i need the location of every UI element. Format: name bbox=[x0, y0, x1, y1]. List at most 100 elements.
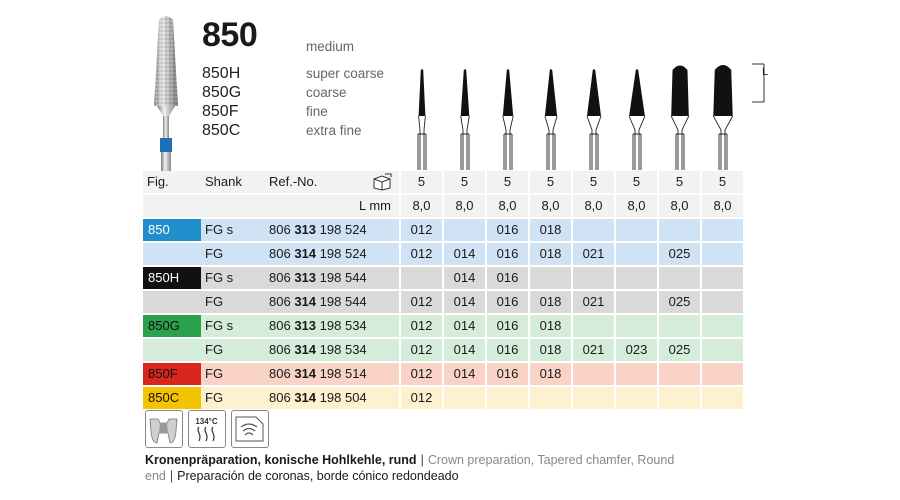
ref-no-cell: 806 314 198 544 bbox=[259, 291, 399, 313]
size-cell bbox=[614, 219, 657, 241]
shank-cell: FG bbox=[205, 342, 224, 357]
shank-cell: FG bbox=[205, 246, 224, 261]
size-cell: 014 bbox=[442, 243, 485, 265]
bur-profile bbox=[670, 65, 690, 170]
description-separator: | bbox=[420, 453, 424, 467]
table-row: 850F FG 806 314 198 514 012 014 016 018 bbox=[143, 363, 743, 385]
washer-disinfector-icon bbox=[231, 410, 269, 448]
bur-profile bbox=[712, 65, 734, 170]
table-row: 850C FG 806 314 198 504 012 bbox=[143, 387, 743, 409]
size-cell bbox=[614, 267, 657, 289]
size-cell: 018 bbox=[528, 315, 571, 337]
size-cell: 012 bbox=[399, 315, 442, 337]
length-cell: 8,0 bbox=[571, 195, 614, 217]
description: Kronenpräparation, konische Hohlkehle, r… bbox=[145, 452, 765, 484]
size-cell bbox=[528, 267, 571, 289]
ref-suffix: 198 544 bbox=[319, 294, 367, 309]
ref-prefix: 806 bbox=[269, 366, 291, 381]
bur-profile bbox=[417, 69, 427, 170]
size-cell: 021 bbox=[571, 291, 614, 313]
size-cell bbox=[571, 387, 614, 409]
description-separator: | bbox=[169, 469, 174, 483]
size-cell: 021 bbox=[571, 243, 614, 265]
shank-cell: FG bbox=[205, 390, 224, 405]
size-cell: 014 bbox=[442, 339, 485, 361]
variant-list: 850H 850G 850F 850C bbox=[202, 64, 241, 140]
variant-label: 850F bbox=[202, 103, 239, 120]
size-cell bbox=[399, 267, 442, 289]
grit-label: extra fine bbox=[306, 123, 362, 138]
ref-no-cell: 806 313 198 534 bbox=[259, 315, 399, 337]
pack-quantity-cell: 5 bbox=[528, 171, 571, 193]
ref-shank-code: 314 bbox=[294, 390, 317, 405]
ref-prefix: 806 bbox=[269, 222, 291, 237]
length-cell: 8,0 bbox=[657, 195, 700, 217]
size-cell bbox=[571, 363, 614, 385]
size-cell bbox=[700, 291, 743, 313]
table-row: FG 806 314 198 534 012 014 016 018 021 023 025 bbox=[143, 339, 743, 361]
size-cell: 012 bbox=[399, 243, 442, 265]
size-cell: 018 bbox=[528, 243, 571, 265]
size-cell bbox=[700, 267, 743, 289]
table-length-row: L mm 8,0 8,0 8,0 8,0 8,0 8,0 8,0 8,0 bbox=[143, 195, 743, 217]
shank-cell: FG s bbox=[205, 318, 234, 333]
variant-label: 850G bbox=[202, 84, 242, 101]
fig-badge: 850C bbox=[143, 387, 201, 409]
size-cell bbox=[614, 291, 657, 313]
size-cell: 018 bbox=[528, 219, 571, 241]
ref-no-cell: 806 314 198 514 bbox=[259, 363, 399, 385]
size-cell bbox=[700, 363, 743, 385]
size-cell bbox=[700, 339, 743, 361]
ref-suffix: 198 534 bbox=[319, 342, 367, 357]
grit-label: fine bbox=[306, 104, 328, 119]
table-row: 850H FG s 806 313 198 544 014 016 bbox=[143, 267, 743, 289]
size-cell bbox=[442, 219, 485, 241]
ref-shank-code: 313 bbox=[294, 318, 317, 333]
grit-list: medium super coarse coarse fine extra fi… bbox=[306, 37, 384, 140]
size-cell bbox=[528, 387, 571, 409]
size-cell bbox=[657, 387, 700, 409]
size-cell bbox=[700, 243, 743, 265]
table-row: FG 806 314 198 524 012 014 016 018 021 025 bbox=[143, 243, 743, 265]
ref-suffix: 198 524 bbox=[319, 222, 367, 237]
shank-cell: FG bbox=[205, 366, 224, 381]
fig-badge: 850H bbox=[143, 267, 201, 289]
size-cell: 016 bbox=[485, 363, 528, 385]
description-de: Kronenpräparation, konische Hohlkehle, r… bbox=[145, 453, 417, 467]
length-cell: 8,0 bbox=[700, 195, 743, 217]
size-cell: 016 bbox=[485, 267, 528, 289]
ref-prefix: 806 bbox=[269, 294, 291, 309]
ref-prefix: 806 bbox=[269, 246, 291, 261]
header-ref-no: Ref.-No. bbox=[269, 174, 318, 189]
size-cell bbox=[442, 387, 485, 409]
bur-profile bbox=[544, 69, 558, 170]
bur-profile bbox=[628, 69, 646, 170]
grit-label-main: medium bbox=[306, 39, 355, 54]
ref-suffix: 198 534 bbox=[319, 318, 367, 333]
size-cell: 018 bbox=[528, 291, 571, 313]
length-cell: 8,0 bbox=[399, 195, 442, 217]
size-cell: 016 bbox=[485, 315, 528, 337]
ref-no-cell: 806 313 198 524 bbox=[259, 219, 399, 241]
size-cell bbox=[657, 267, 700, 289]
pack-quantity-cell: 5 bbox=[485, 171, 528, 193]
size-cell bbox=[657, 315, 700, 337]
length-marker-label: L bbox=[762, 66, 768, 78]
fig-badge: 850 bbox=[143, 219, 201, 241]
ref-shank-code: 314 bbox=[294, 366, 317, 381]
ref-shank-code: 314 bbox=[294, 294, 317, 309]
size-cell bbox=[657, 363, 700, 385]
size-cell bbox=[571, 267, 614, 289]
ref-suffix: 198 514 bbox=[319, 366, 367, 381]
ref-no-cell: 806 314 198 534 bbox=[259, 339, 399, 361]
size-cell: 016 bbox=[485, 291, 528, 313]
grit-label: coarse bbox=[306, 85, 347, 100]
header-length-mm: L mm bbox=[358, 198, 391, 213]
size-cell: 023 bbox=[614, 339, 657, 361]
shank-cell: FG s bbox=[205, 270, 234, 285]
ref-suffix: 198 524 bbox=[319, 246, 367, 261]
size-cell bbox=[614, 363, 657, 385]
pack-quantity-cell: 5 bbox=[571, 171, 614, 193]
table-row: FG 806 314 198 544 012 014 016 018 021 025 bbox=[143, 291, 743, 313]
